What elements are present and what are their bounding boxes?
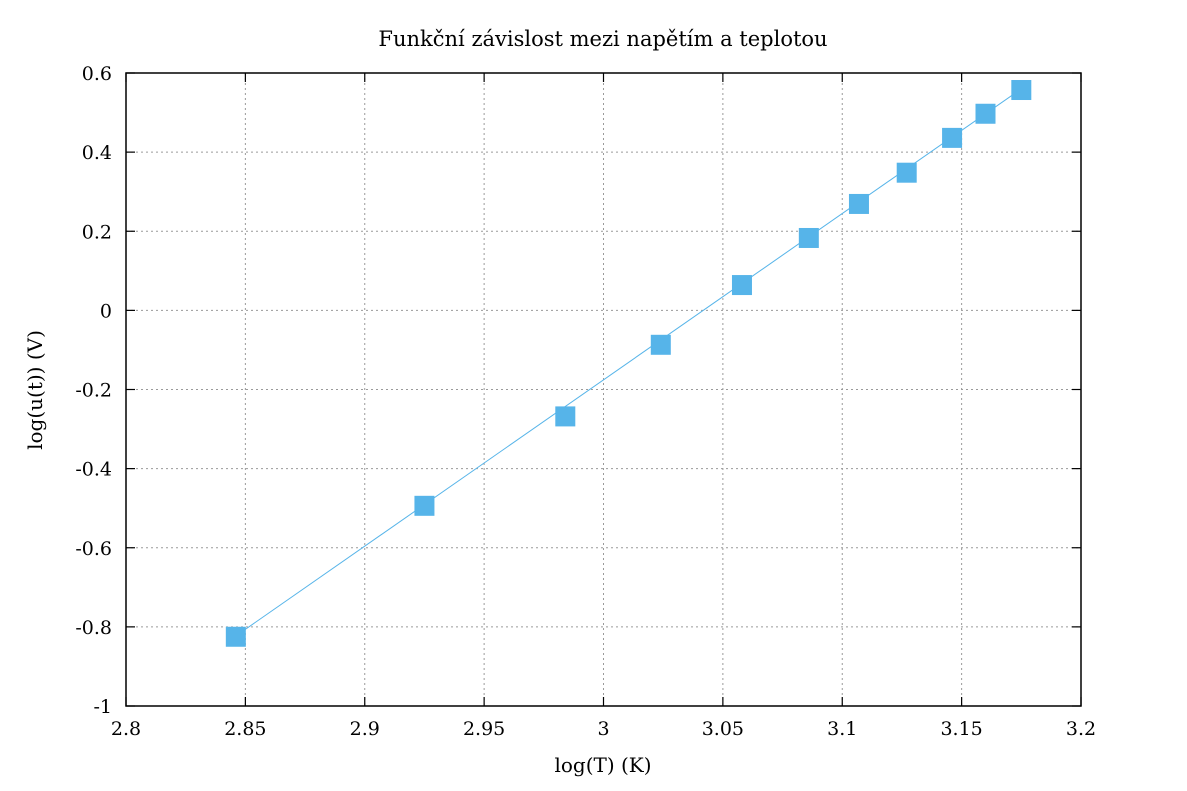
x-tick-label: 2.85 xyxy=(224,718,266,740)
x-tick-label: 2.9 xyxy=(350,718,380,740)
points-layer xyxy=(225,80,1032,647)
ticks-layer xyxy=(125,72,1082,707)
data-point xyxy=(225,626,246,647)
data-point xyxy=(942,127,963,148)
x-tick-label: 3.2 xyxy=(1066,718,1096,740)
data-point xyxy=(555,406,576,427)
data-point xyxy=(1011,80,1032,101)
x-axis-label: log(T) (K) xyxy=(554,753,651,777)
fit-line xyxy=(235,88,1022,637)
x-tick-label: 2.8 xyxy=(111,718,141,740)
x-tick-label: 3 xyxy=(597,718,609,740)
y-tick-label: -0.2 xyxy=(75,380,112,402)
y-tick-label: 0.4 xyxy=(82,142,112,164)
data-point xyxy=(798,227,819,248)
grid-layer xyxy=(126,73,1081,706)
y-tick-label: 0.2 xyxy=(82,221,112,243)
x-tick-label: 2.95 xyxy=(463,718,505,740)
y-tick-labels: -1 -0.8 -0.6 -0.4 -0.2 0 0.2 0.4 0.6 xyxy=(75,63,112,718)
fit-line-layer xyxy=(235,88,1022,637)
y-tick-label: -0.8 xyxy=(75,617,112,639)
data-point xyxy=(414,495,435,516)
data-point xyxy=(848,193,869,214)
x-tick-label: 3.15 xyxy=(940,718,982,740)
x-tick-labels: 2.8 2.85 2.9 2.95 3 3.05 3.1 3.15 3.2 xyxy=(111,718,1096,740)
chart-title: Funkční závislost mezi napětím a teploto… xyxy=(378,27,827,51)
y-tick-label: -0.4 xyxy=(75,459,112,481)
y-axis-label: log(u(t)) (V) xyxy=(23,330,47,450)
y-tick-label: -0.6 xyxy=(75,538,112,560)
y-tick-label: 0.6 xyxy=(82,63,112,85)
x-tick-label: 3.05 xyxy=(702,718,744,740)
y-tick-label: 0 xyxy=(100,300,112,322)
data-point xyxy=(731,275,752,296)
x-tick-label: 3.1 xyxy=(827,718,857,740)
y-tick-label: -1 xyxy=(93,696,112,718)
data-point xyxy=(975,103,996,124)
data-point xyxy=(896,162,917,183)
data-point xyxy=(650,334,671,355)
